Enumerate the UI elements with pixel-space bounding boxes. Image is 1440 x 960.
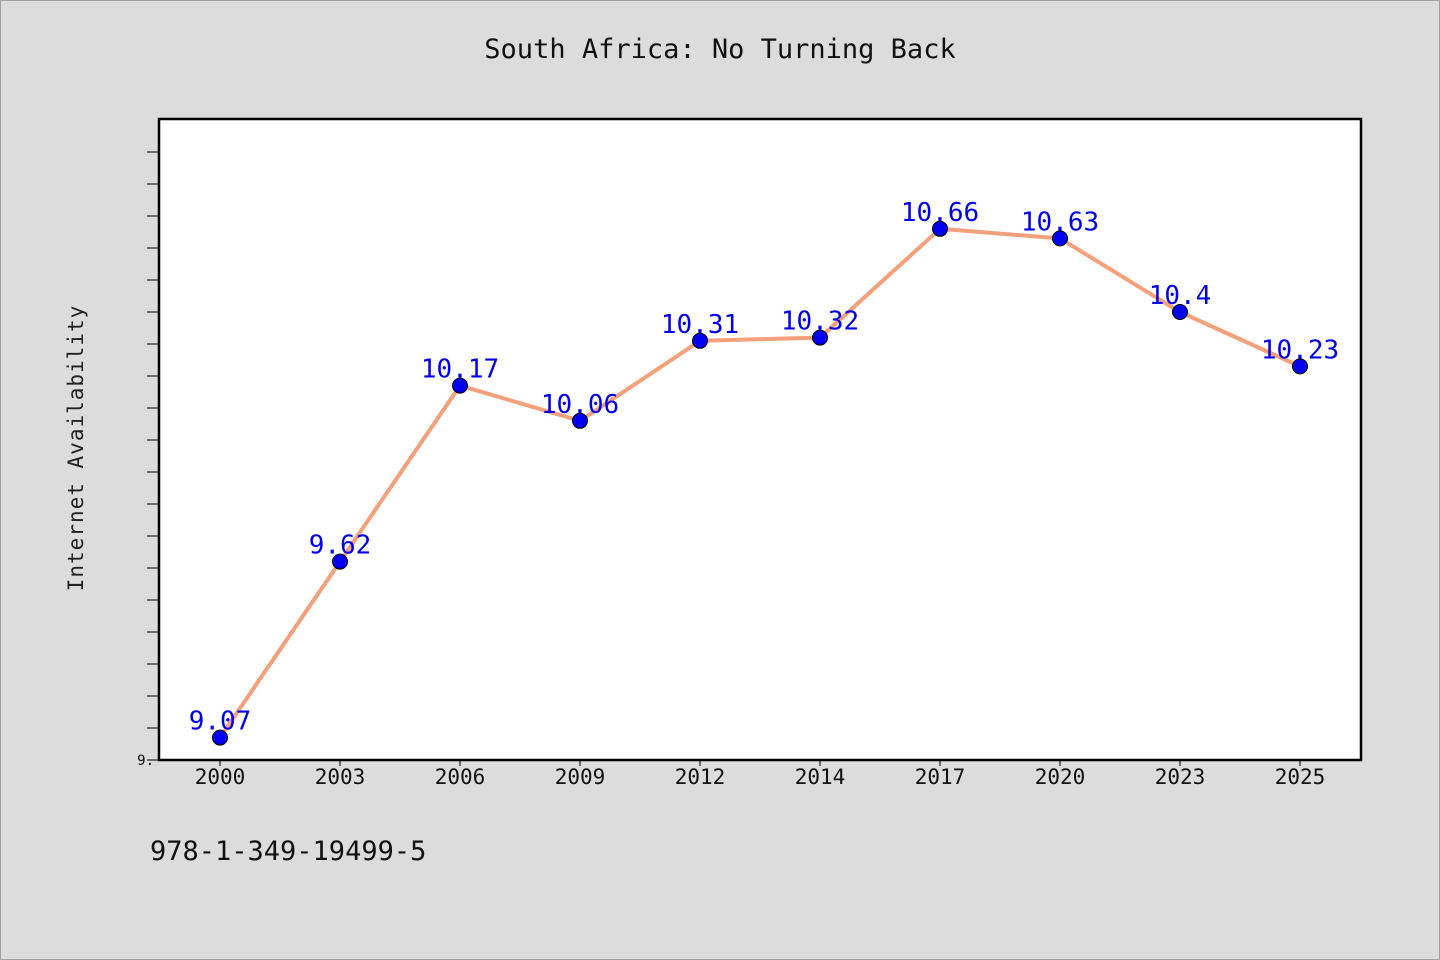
x-tick-label: 2000 xyxy=(195,765,246,789)
data-point xyxy=(1172,304,1188,320)
chart-title: South Africa: No Turning Back xyxy=(484,34,956,65)
data-point xyxy=(932,220,948,237)
x-tick-label: 2017 xyxy=(915,765,966,789)
data-label: 9.62 xyxy=(309,531,372,561)
data-point xyxy=(812,329,828,346)
data-point xyxy=(212,729,228,746)
data-point xyxy=(452,377,468,394)
plot-area xyxy=(157,117,1363,762)
x-tick-label: 2025 xyxy=(1275,765,1326,789)
x-axis-ticks: 2000 2003 2006 2009 2012 2014 2017 2020 2023 2025 xyxy=(195,760,1326,789)
x-tick-label: 2012 xyxy=(675,765,726,789)
data-label: 10.32 xyxy=(781,307,859,337)
isbn-text: 978-1-349-19499-5 xyxy=(150,836,427,867)
series-line xyxy=(218,226,1301,739)
y-axis-ticks: 9. xyxy=(137,151,159,769)
x-tick-label: 2020 xyxy=(1035,765,1086,789)
data-label: 10.17 xyxy=(421,355,499,385)
data-point xyxy=(332,553,348,570)
y-tick-label: 9. xyxy=(137,753,154,769)
x-tick-label: 2023 xyxy=(1155,765,1206,789)
data-label: 10.66 xyxy=(901,198,979,228)
x-tick-label: 2009 xyxy=(555,765,606,789)
data-point xyxy=(572,412,588,429)
data-point xyxy=(1292,358,1308,375)
data-label: 10.63 xyxy=(1021,207,1099,237)
data-label: 10.4 xyxy=(1149,281,1212,311)
data-label: 10.06 xyxy=(541,390,619,420)
data-point xyxy=(692,332,708,349)
series-layer: 9.07 9.62 10.17 10.06 10.31 10.32 10.66 10.63 10… xyxy=(189,198,1339,746)
data-point xyxy=(1052,230,1068,247)
data-label: 9.07 xyxy=(189,707,252,737)
x-tick-label: 2003 xyxy=(315,765,366,789)
data-label: 10.23 xyxy=(1261,335,1339,365)
x-tick-label: 2014 xyxy=(795,765,846,789)
data-label: 10.31 xyxy=(661,310,739,340)
x-tick-label: 2006 xyxy=(435,765,486,789)
